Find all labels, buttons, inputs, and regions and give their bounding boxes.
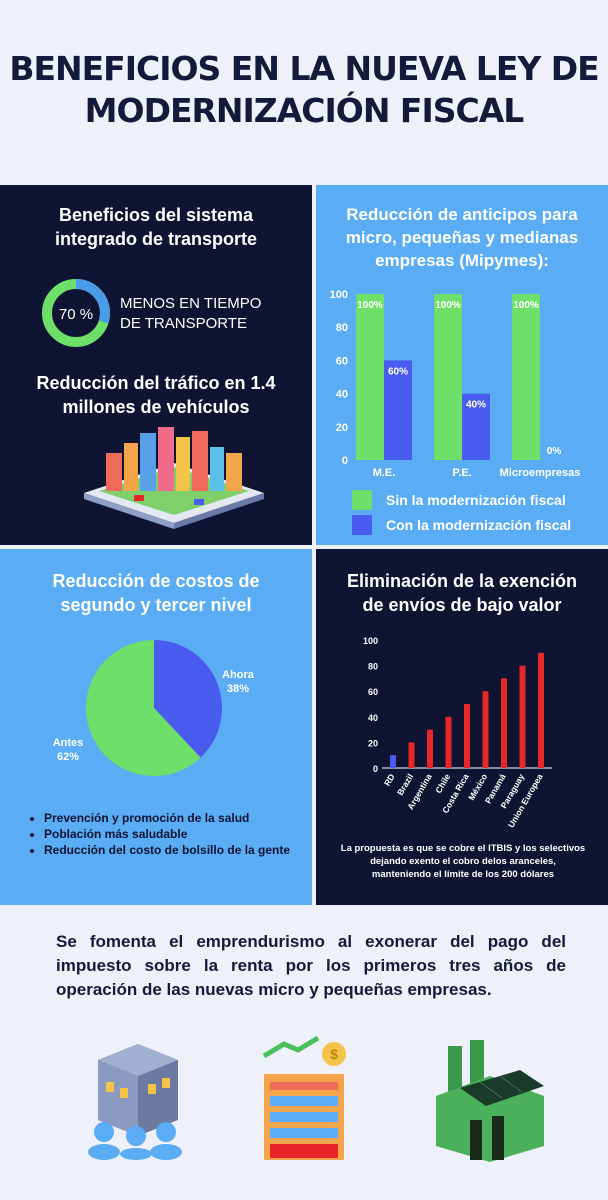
donut-value-label: 70 %	[59, 306, 93, 323]
pie-label-name: Antes	[53, 737, 84, 749]
envios-note-line2: dejando exento el cobro delos aranceles,	[370, 856, 556, 867]
x-tick-label: Chile	[433, 772, 452, 795]
y-tick-label: 60	[336, 355, 348, 367]
bar-data-label: 100%	[513, 300, 539, 311]
green-factory-icon	[436, 1040, 544, 1162]
svg-text:$: $	[330, 1046, 338, 1062]
pie-label-pct: 62%	[57, 751, 79, 763]
envios-title-line2: de envíos de bajo valor	[362, 595, 562, 615]
bar	[390, 755, 396, 768]
bullet-item: Población más saludable	[44, 826, 290, 842]
donut-text-line1: MENOS EN TIEMPO	[120, 295, 261, 312]
bullet-item: Reducción del costo de bolsillo de la ge…	[44, 842, 290, 858]
envios-title-line1: Eliminación de la exención	[346, 571, 578, 591]
building-people-icon	[88, 1044, 182, 1160]
city-illustration-icon	[84, 427, 264, 529]
costos-title-line2: segundo y tercer nivel	[60, 595, 252, 615]
y-tick-label: 60	[368, 687, 378, 697]
anticipos-title-line2: micro, pequeñas y medianas	[345, 228, 579, 247]
bar	[519, 665, 526, 768]
y-tick-label: 100	[330, 289, 348, 301]
costos-bullet-list: Prevención y promoción de la salud Pobla…	[34, 810, 290, 858]
y-tick-label: 0	[373, 764, 378, 774]
y-tick-label: 20	[368, 738, 378, 748]
bar-data-label: 40%	[466, 400, 486, 411]
costos-pie-chart: Ahora 38% Antes 62%	[53, 640, 255, 776]
pie-slice	[154, 640, 222, 758]
transport-title-line2: integrado de transporte	[54, 229, 258, 249]
transport-title: Beneficios del sistema integrado de tran…	[0, 203, 312, 251]
traffic-text: Reducción del tráfico en 1.4 millones de…	[0, 371, 312, 419]
y-tick-label: 0	[342, 455, 348, 467]
y-tick-label: 20	[336, 422, 348, 434]
envios-note-line3: manteniendo el límite de los 200 dólares	[371, 869, 555, 880]
legend-label-con: Con la modernización fiscal	[386, 517, 572, 533]
bar-data-label: 60%	[388, 366, 408, 377]
anticipos-title-line1: Reducción de anticipos para	[346, 205, 578, 224]
pie-label-pct: 38%	[227, 683, 249, 695]
legend-sin: Sin la modernización fiscal	[352, 490, 566, 510]
bar	[434, 294, 462, 460]
y-tick-label: 40	[336, 389, 348, 401]
x-tick-label: RD	[382, 772, 397, 788]
transport-title-line1: Beneficios del sistema	[58, 205, 254, 225]
page-title-line1: BENEFICIOS EN LA NUEVA LEY DE	[9, 49, 599, 88]
bar-data-label: 100%	[435, 300, 461, 311]
donut-ring-segment	[42, 279, 110, 347]
anticipos-title-line3: empresas (Mipymes):	[375, 251, 549, 270]
y-tick-label: 80	[368, 662, 378, 672]
pie-label-name: Ahora	[222, 669, 255, 681]
legend-swatch-con	[352, 515, 372, 535]
envios-panel: Eliminación de la exención de envíos de …	[316, 549, 608, 905]
legend-con: Con la modernización fiscal	[352, 515, 571, 535]
anticipos-chart: 0 20 40 60 80 100 100% 60% M.E. 100% 40% P.E. 100% 0%…	[330, 289, 581, 479]
building-growth-icon: $	[262, 1035, 346, 1160]
bottom-text: Se fomenta el emprendurismo al exonerar …	[56, 932, 566, 999]
x-tick-label: M.E.	[373, 467, 396, 479]
costos-title-line1: Reducción de costos de	[52, 571, 260, 591]
bar	[384, 360, 412, 460]
x-tick-label: Microempresas	[500, 467, 581, 479]
page-title: BENEFICIOS EN LA NUEVA LEY DE MODERNIZAC…	[0, 48, 608, 132]
bar	[427, 729, 433, 768]
pie-slice	[85, 640, 201, 776]
y-tick-label: 40	[368, 713, 378, 723]
legend-label-sin: Sin la modernización fiscal	[386, 492, 566, 508]
bar-data-label: 100%	[357, 300, 383, 311]
legend-swatch-sin	[352, 490, 372, 510]
envios-note: La propuesta es que se cobre el ITBIS y …	[318, 842, 608, 881]
costos-title: Reducción de costos de segundo y tercer …	[0, 569, 312, 617]
envios-note-line1: La propuesta es que se cobre el ITBIS y …	[340, 843, 586, 854]
bar	[464, 704, 470, 768]
transport-panel: Beneficios del sistema integrado de tran…	[0, 185, 312, 545]
traffic-text-line1: Reducción del tráfico en 1.4	[36, 373, 276, 393]
bar-data-label: 0%	[547, 446, 562, 457]
transport-donut: 70 % MENOS EN TIEMPO DE TRANSPORTE	[42, 279, 261, 347]
y-tick-label: 100	[363, 636, 378, 646]
bar	[538, 652, 544, 768]
bar	[356, 294, 384, 460]
donut-text-line2: DE TRANSPORTE	[120, 315, 247, 332]
bar	[408, 742, 415, 768]
x-tick-label: P.E.	[452, 467, 471, 479]
bar	[445, 716, 452, 768]
bar	[501, 678, 507, 768]
bar	[482, 691, 489, 768]
anticipos-title: Reducción de anticipos para micro, peque…	[316, 203, 608, 272]
traffic-text-line2: millones de vehículos	[62, 397, 250, 417]
bar	[462, 393, 490, 460]
y-tick-label: 80	[336, 322, 348, 334]
bar	[512, 294, 540, 460]
envios-title: Eliminación de la exención de envíos de …	[316, 569, 608, 617]
bullet-item: Prevención y promoción de la salud	[44, 810, 290, 826]
page-title-line2: MODERNIZACIÓN FISCAL	[84, 91, 525, 130]
